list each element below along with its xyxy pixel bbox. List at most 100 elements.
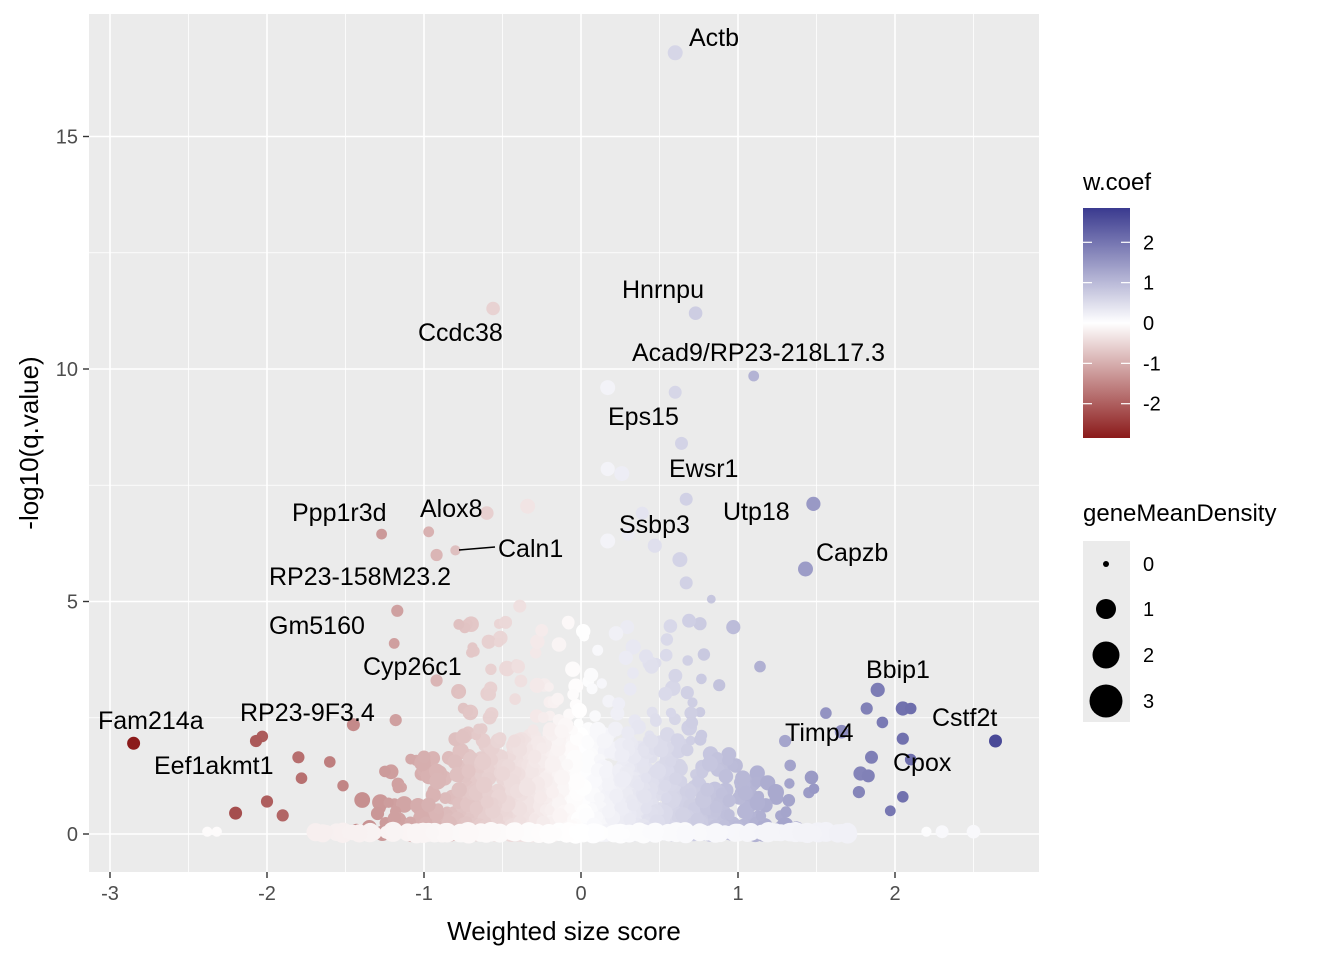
gene-label: Eef1akmt1 [154,752,274,780]
data-point [897,791,909,803]
data-point [514,674,528,688]
data-point [453,619,465,630]
data-point [370,806,385,821]
gene-label: Ppp1r3d [292,499,387,527]
data-point [584,667,599,683]
data-point [663,619,678,633]
x-tick-label: 2 [889,883,900,905]
data-point [454,746,467,758]
data-point [392,782,404,794]
data-point [751,776,763,788]
data-point [423,526,435,538]
data-point [623,682,637,696]
data-point [632,779,645,791]
gene-label: Bbip1 [866,656,930,684]
data-point [596,678,607,689]
x-tick-label: 1 [732,883,743,905]
data-point [127,736,141,750]
data-point [767,784,784,801]
data-point [680,743,694,757]
data-point [713,679,726,692]
data-point [425,826,439,840]
data-point [685,716,699,729]
data-point [592,644,604,656]
data-point [430,548,443,562]
data-point [614,747,630,763]
data-point [672,552,688,568]
data-point [739,825,756,842]
data-point [627,667,639,679]
data-point [564,803,575,814]
data-point [571,702,588,719]
gene-label: Utp18 [723,498,790,526]
data-point [581,735,593,747]
data-point [748,370,760,382]
data-point [494,732,507,745]
data-point [685,735,696,746]
data-point [779,734,792,748]
data-point [758,824,776,843]
data-point [621,726,635,740]
data-point [439,792,452,804]
data-point [276,809,289,822]
data-point [650,713,661,724]
data-point [659,779,671,792]
data-point [735,770,751,786]
data-point [861,769,875,783]
data-point [600,380,616,396]
data-point [935,825,949,839]
data-point [665,756,677,768]
data-point [386,823,404,841]
data-point [784,759,796,772]
data-point [483,688,496,701]
data-point [520,498,536,514]
data-point [690,812,705,827]
y-tick-label: 5 [67,592,78,614]
gene-label: Ccdc38 [418,319,503,347]
data-point [684,788,696,800]
data-point [554,769,570,786]
gene-label: Timp4 [785,719,854,747]
data-point [449,767,465,783]
data-point [454,688,465,699]
data-point [573,718,584,729]
gene-label: Hnrnpu [622,276,704,304]
size-legend-dot [1089,684,1123,718]
data-point [588,825,605,842]
data-point [612,697,626,711]
data-point [567,688,579,701]
data-point [499,660,515,677]
data-point [966,824,981,839]
color-legend-label: 0 [1143,313,1154,335]
x-tick-label: -3 [101,883,119,905]
data-point [466,647,477,658]
data-point [658,687,673,701]
data-point [582,749,595,762]
data-point [640,772,652,784]
data-point [675,436,688,450]
size-legend-label: 2 [1143,645,1154,667]
data-point [635,506,649,520]
data-point [808,783,820,795]
data-point [481,822,501,842]
data-point [693,617,707,631]
data-point [782,794,796,807]
data-point [450,545,461,556]
data-point [650,763,667,780]
data-point [738,785,753,801]
data-point [534,791,547,804]
data-point [352,825,368,841]
data-point [430,674,443,687]
data-point [670,733,685,748]
data-point [669,772,682,785]
data-point [659,648,673,662]
data-point [682,613,696,628]
data-point [473,723,484,735]
data-point [780,806,792,818]
gene-label: Caln1 [498,535,563,563]
data-point [749,795,766,811]
size-legend-dot [1103,561,1109,567]
gene-label: Ewsr1 [669,455,738,483]
gene-label: Gm5160 [269,612,365,640]
data-point [687,697,698,708]
